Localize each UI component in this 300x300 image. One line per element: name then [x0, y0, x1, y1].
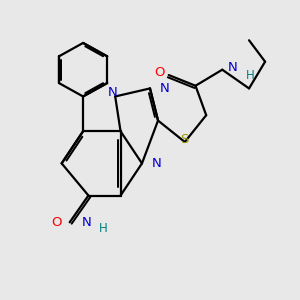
Text: O: O — [51, 216, 62, 229]
Text: N: N — [82, 216, 92, 229]
Text: S: S — [181, 133, 189, 146]
Text: N: N — [108, 86, 117, 99]
Text: N: N — [151, 157, 161, 170]
Text: H: H — [246, 69, 255, 82]
Text: N: N — [228, 61, 237, 74]
Text: N: N — [159, 82, 169, 95]
Text: H: H — [99, 223, 107, 236]
Text: O: O — [154, 66, 165, 79]
